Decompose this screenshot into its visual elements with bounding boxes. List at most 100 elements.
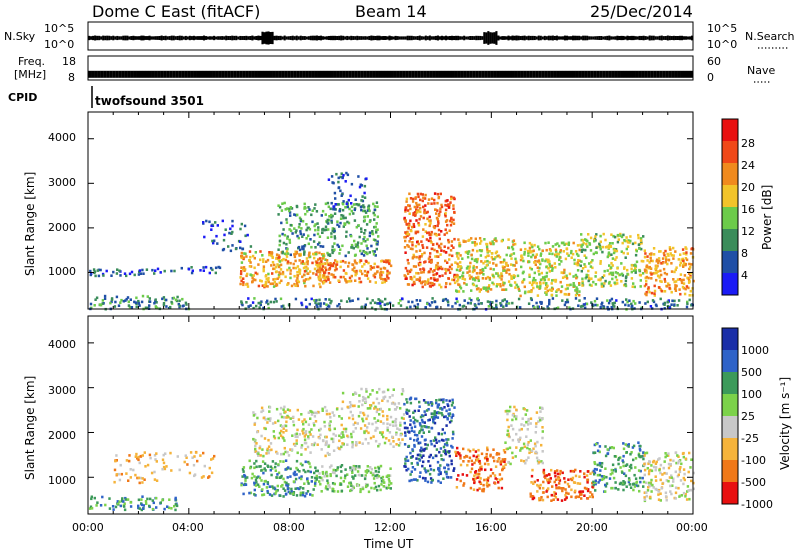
frequency-sample (270, 71, 273, 78)
range-cell (431, 297, 433, 300)
range-cell (471, 460, 473, 463)
range-cell (401, 393, 403, 396)
range-cell (527, 250, 529, 253)
frequency-sample (575, 71, 578, 78)
range-cell (419, 299, 421, 302)
noise-sample (421, 36, 423, 40)
range-cell (478, 473, 480, 476)
range-cell (333, 249, 335, 252)
range-cell (102, 299, 104, 302)
noise-sample (352, 36, 354, 40)
range-cell (647, 467, 649, 470)
range-cell (614, 481, 616, 484)
range-cell (120, 299, 122, 302)
range-cell (488, 305, 490, 308)
noise-left-tick-bottom: 10^0 (44, 38, 74, 51)
range-cell (424, 439, 426, 442)
range-cell (435, 402, 437, 405)
frequency-sample (620, 71, 623, 78)
range-cell (424, 260, 426, 263)
range-cell (331, 181, 333, 184)
range-cell (593, 240, 595, 243)
range-cell (422, 235, 424, 238)
range-cell (456, 252, 458, 255)
range-cell (293, 480, 295, 483)
range-cell (285, 218, 287, 221)
noise-sample (411, 36, 413, 40)
range-cell (330, 273, 332, 276)
range-cell (364, 478, 366, 481)
range-cell (607, 452, 609, 455)
range-cell (153, 272, 155, 275)
noise-sample (459, 36, 461, 40)
range-cell (445, 286, 447, 289)
range-cell (451, 305, 453, 308)
range-cell (341, 490, 343, 493)
frequency-sample (666, 71, 669, 78)
range-cell (648, 473, 650, 476)
range-cell (419, 263, 421, 266)
noise-sample (237, 36, 239, 39)
range-cell (665, 258, 667, 261)
range-cell (670, 303, 672, 306)
range-cell (644, 302, 646, 305)
range-cell (263, 265, 265, 268)
range-cell (480, 240, 482, 243)
range-cell (215, 267, 217, 270)
frequency-sample (472, 71, 475, 78)
range-cell (119, 274, 121, 277)
range-cell (409, 212, 411, 215)
range-cell (112, 271, 114, 274)
range-cell (686, 302, 688, 305)
noise-sample (469, 36, 471, 40)
range-cell (622, 459, 624, 462)
range-cell (264, 467, 266, 470)
range-cell (588, 277, 590, 280)
range-cell (415, 272, 417, 275)
range-cell (619, 466, 621, 469)
noise-sample (334, 36, 336, 40)
range-cell (546, 474, 548, 477)
range-cell (604, 270, 606, 273)
range-cell (671, 291, 673, 294)
range-cell (415, 196, 417, 199)
range-cell (435, 266, 437, 269)
range-cell (243, 266, 245, 269)
range-cell (424, 306, 426, 309)
range-cell (576, 288, 578, 291)
range-cell (386, 427, 388, 430)
range-cell (317, 233, 319, 236)
frequency-sample (675, 71, 678, 78)
range-cell (287, 252, 289, 255)
range-cell (451, 446, 453, 449)
range-cell (332, 245, 334, 248)
range-cell (305, 442, 307, 445)
range-cell (610, 266, 612, 269)
range-cell (655, 304, 657, 307)
range-cell (300, 218, 302, 221)
range-cell (274, 278, 276, 281)
range-cell (309, 238, 311, 241)
range-cell (487, 300, 489, 303)
range-cell (635, 457, 637, 460)
range-cell (441, 206, 443, 209)
range-cell (289, 468, 291, 471)
colorbar-block (722, 251, 738, 274)
range-cell (473, 269, 475, 272)
noise-sample (663, 36, 665, 40)
frequency-sample (109, 71, 112, 78)
range-cell (567, 287, 569, 290)
range-cell (284, 276, 286, 279)
range-cell (414, 425, 416, 428)
noise-sample (354, 36, 356, 40)
range-cell (506, 268, 508, 271)
range-cell (653, 247, 655, 250)
range-cell (661, 290, 663, 293)
range-cell (278, 256, 280, 259)
range-cell (469, 450, 471, 453)
range-cell (594, 489, 596, 492)
range-cell (317, 265, 319, 268)
range-cell (658, 260, 660, 263)
range-cell (340, 446, 342, 449)
range-cell (134, 274, 136, 277)
